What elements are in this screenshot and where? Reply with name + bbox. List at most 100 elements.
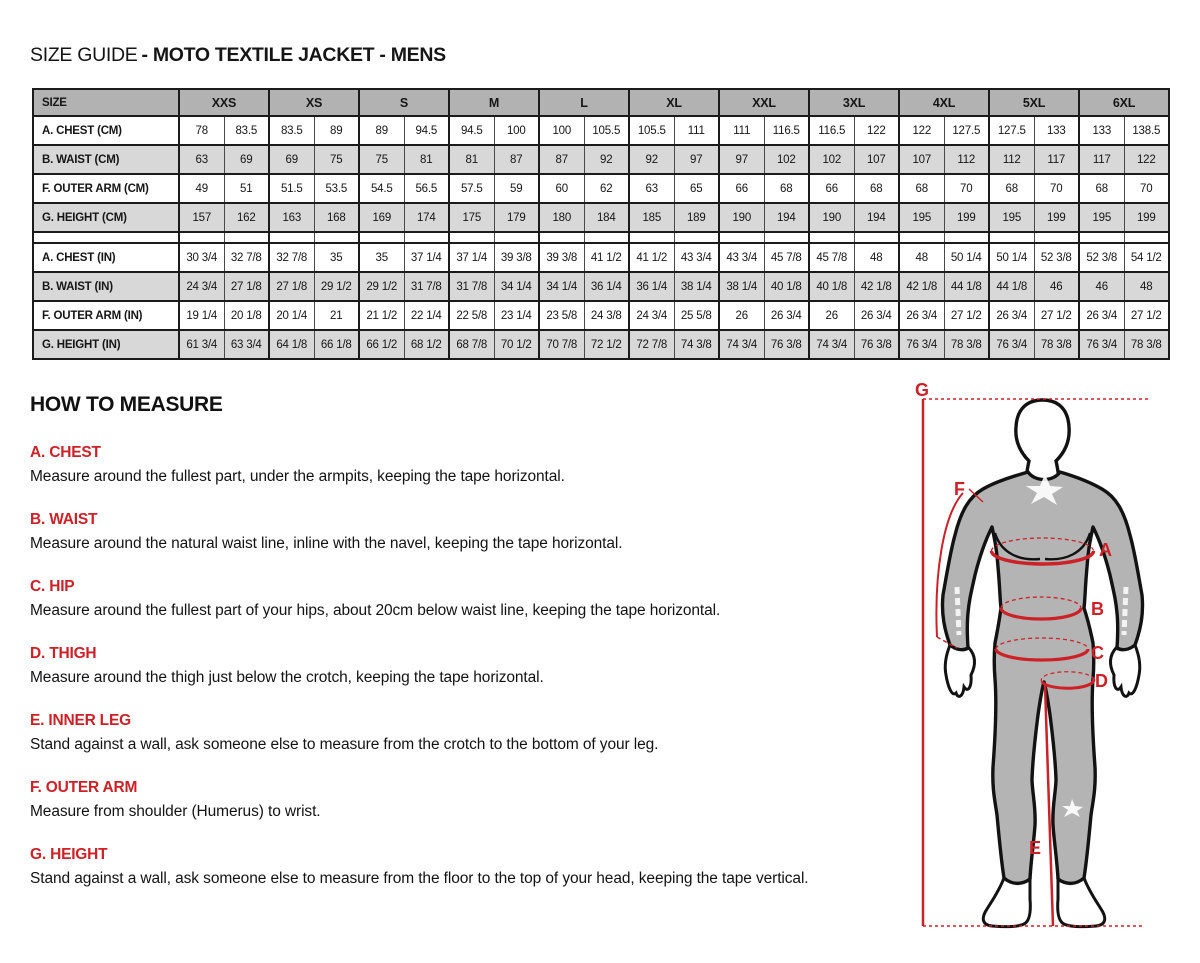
measure-item-text: Measure from shoulder (Humerus) to wrist… [30, 803, 321, 820]
size-value: 97 [718, 144, 764, 175]
spacer-cell [178, 231, 224, 244]
figure-label-a: A [1099, 540, 1112, 560]
size-value: 68 [898, 173, 944, 204]
measure-item-label: D. THIGH [30, 645, 97, 662]
size-value: 117 [1078, 144, 1124, 175]
size-value: 51.5 [268, 173, 314, 204]
size-value: 46 [1033, 271, 1079, 302]
row-label: A. CHEST (IN) [32, 242, 179, 273]
size-value: 36 1/4 [628, 271, 674, 302]
size-value: 27 1/8 [268, 271, 314, 302]
measure-ellipse-a [989, 550, 1096, 566]
size-table-header-row: SIZE XXS XS S M L XL XXL 3XL 4XL 5XL 6XL [33, 88, 1169, 117]
spacer-cell [988, 231, 1034, 244]
size-value: 122 [898, 115, 944, 146]
size-value: 87 [493, 144, 539, 175]
size-value: 68 [853, 173, 899, 204]
measure-item: F. OUTER ARM Measure from shoulder (Humer… [30, 779, 902, 822]
size-value: 48 [1123, 271, 1169, 302]
measure-item-text: Stand against a wall, ask someone else t… [30, 736, 659, 753]
spacer-cell [403, 231, 449, 244]
measure-ellipse-a-dashed [990, 537, 1095, 552]
size-column-header: L [538, 88, 629, 117]
size-value: 78 3/8 [1123, 329, 1169, 360]
size-value: 68 [1078, 173, 1124, 204]
size-value: 199 [1123, 202, 1169, 233]
size-value: 94.5 [403, 115, 449, 146]
size-value: 70 7/8 [538, 329, 584, 360]
figure-left-hand [943, 642, 976, 698]
size-value: 48 [853, 242, 899, 273]
size-value: 76 3/4 [1078, 329, 1124, 360]
spacer-cell [943, 231, 989, 244]
size-value: 74 3/4 [718, 329, 764, 360]
size-value: 26 [718, 300, 764, 331]
size-value: 65 [673, 173, 719, 204]
size-value: 66 1/8 [313, 329, 359, 360]
size-value: 111 [718, 115, 764, 146]
size-value: 89 [313, 115, 359, 146]
how-to-measure-section: HOW TO MEASURE A. CHEST Measure around th… [30, 393, 902, 913]
size-value: 105.5 [583, 115, 629, 146]
size-value: 179 [493, 202, 539, 233]
measure-arc-d-dashed [1040, 671, 1094, 683]
size-column-header: 4XL [898, 88, 989, 117]
size-value: 81 [403, 144, 449, 175]
spacer-cell [583, 231, 629, 244]
spacer-cell [32, 231, 179, 244]
figure-label-d: D [1095, 671, 1108, 691]
size-value: 19 1/4 [178, 300, 224, 331]
size-value: 37 1/4 [448, 242, 494, 273]
table-spacer-row [32, 231, 1169, 244]
size-value: 36 1/4 [583, 271, 629, 302]
table-row: A. CHEST (IN) 30 3/4 32 7/8 32 7/8 35 35 37 1/… [32, 242, 1169, 273]
measure-item-text: Measure around the fullest part, under t… [30, 468, 565, 485]
size-value: 102 [808, 144, 854, 175]
size-value: 21 [313, 300, 359, 331]
size-value: 78 3/8 [1033, 329, 1079, 360]
size-value: 74 3/4 [808, 329, 854, 360]
measure-line-e [1043, 684, 1055, 927]
size-value: 127.5 [988, 115, 1034, 146]
size-value: 26 3/4 [1078, 300, 1124, 331]
size-value: 52 3/8 [1078, 242, 1124, 273]
spacer-cell [628, 231, 674, 244]
size-value: 37 1/4 [403, 242, 449, 273]
size-value: 57.5 [448, 173, 494, 204]
size-value: 20 1/4 [268, 300, 314, 331]
size-value: 87 [538, 144, 584, 175]
size-value: 169 [358, 202, 404, 233]
measure-item: G. HEIGHT Stand against a wall, ask someo… [30, 846, 902, 889]
row-label: A. CHEST (CM) [32, 115, 179, 146]
size-value: 97 [673, 144, 719, 175]
size-column-header: 6XL [1078, 88, 1169, 117]
size-value: 50 1/4 [943, 242, 989, 273]
size-value: 27 1/8 [223, 271, 269, 302]
size-value: 62 [583, 173, 629, 204]
size-value: 111 [673, 115, 719, 146]
size-value: 180 [538, 202, 584, 233]
page-title-bold: - MOTO TEXTILE JACKET - MENS [141, 44, 447, 66]
figure-label-b: B [1091, 599, 1104, 619]
size-value: 24 3/8 [583, 300, 629, 331]
measure-arc-d [1040, 677, 1096, 690]
figure-label-c: C [1091, 643, 1104, 663]
size-value: 54 1/2 [1123, 242, 1169, 273]
size-value: 199 [943, 202, 989, 233]
spacer-cell [1078, 231, 1124, 244]
size-value: 45 7/8 [763, 242, 809, 273]
size-value: 189 [673, 202, 719, 233]
measure-item: D. THIGH Measure around the thigh just be… [30, 645, 902, 688]
size-value: 78 3/8 [943, 329, 989, 360]
spacer-cell [358, 231, 404, 244]
size-value: 31 7/8 [403, 271, 449, 302]
size-value: 48 [898, 242, 944, 273]
size-column-header: 3XL [808, 88, 899, 117]
size-column-header: XXL [718, 88, 809, 117]
spacer-cell [448, 231, 494, 244]
size-value: 23 5/8 [538, 300, 584, 331]
size-value: 26 3/4 [988, 300, 1034, 331]
size-value: 72 7/8 [628, 329, 674, 360]
size-value: 76 3/8 [853, 329, 899, 360]
alpinestars-logo-calf [1062, 799, 1083, 817]
